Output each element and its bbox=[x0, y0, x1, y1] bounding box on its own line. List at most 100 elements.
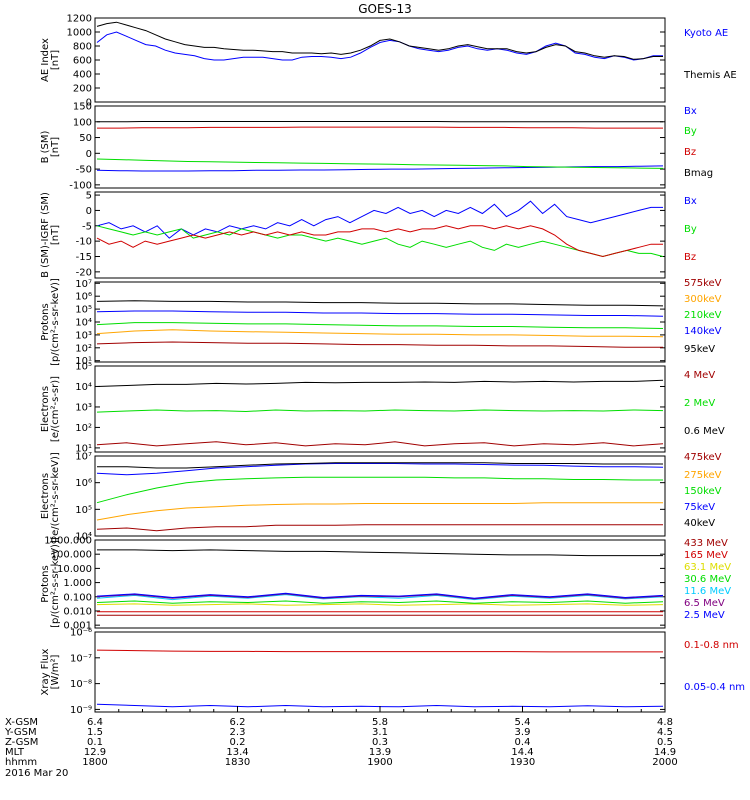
x-row-value: 1830 bbox=[225, 757, 250, 768]
x-row-value: 6.2 bbox=[230, 717, 246, 728]
y-axis-label: AE Index bbox=[40, 38, 51, 82]
series-line-kyoto-ae bbox=[96, 31, 663, 61]
y-tick-label: 0.001 bbox=[63, 621, 92, 632]
y-axis-label: B (SM) bbox=[40, 130, 51, 163]
panel-ae: 1200 1000 800 600 400 200 0 AE Index [nT] Kyoto A… bbox=[40, 14, 737, 109]
x-row-value: 0.3 bbox=[372, 737, 388, 748]
series-line-2-5-mev bbox=[96, 592, 664, 599]
y-tick-label: 100.000 bbox=[51, 550, 92, 561]
y-tick-label: 10⁴ bbox=[75, 382, 92, 393]
y-axis-label: Protons bbox=[40, 303, 51, 340]
x-row-value: 1900 bbox=[367, 757, 392, 768]
legend-label: 275keV bbox=[684, 470, 722, 481]
y-axis-label: [e/(cm²-s-sr)] bbox=[50, 376, 61, 442]
y-tick-label: -10 bbox=[76, 237, 92, 248]
panel-frame bbox=[94, 191, 666, 279]
legend-label: Bz bbox=[684, 252, 696, 263]
legend-label: Kyoto AE bbox=[684, 28, 728, 39]
series-line-210kev bbox=[96, 322, 664, 329]
series-line-140kev bbox=[96, 310, 664, 317]
panel-protons2: 1000.000 100.000 10.000 1.000 0.100 0.010 0.00… bbox=[40, 536, 731, 632]
legend-label: By bbox=[684, 126, 697, 137]
legend-label: 4 MeV bbox=[684, 370, 715, 381]
series-line-40kev bbox=[97, 462, 663, 469]
y-tick-label: -50 bbox=[76, 165, 92, 176]
series-line-63-1-mev bbox=[96, 603, 664, 606]
panel-b: 150 100 50 0 -50 -100 B (SM) [nT] Bx By Bz Bmag bbox=[40, 102, 713, 192]
y-tick-label: 1200 bbox=[67, 14, 92, 25]
x-row-value: 14.4 bbox=[511, 747, 533, 758]
y-tick-label: 10⁶ bbox=[75, 292, 92, 303]
x-row-value: 1.5 bbox=[87, 727, 103, 738]
y-tick-label: 10⁵ bbox=[75, 505, 92, 516]
y-tick-label: 200 bbox=[73, 84, 92, 95]
y-tick-label: 150 bbox=[73, 102, 92, 113]
y-tick-label: 1.000 bbox=[63, 578, 92, 589]
series-line-4-mev bbox=[96, 441, 664, 447]
series-line-30-6-mev bbox=[96, 600, 664, 604]
legend-label: 2 MeV bbox=[684, 398, 715, 409]
y-axis-label: [nT] bbox=[50, 137, 61, 157]
series-line-bx bbox=[96, 200, 663, 239]
y-tick-label: 600 bbox=[73, 56, 92, 67]
chart-title: GOES-13 bbox=[358, 2, 412, 16]
legend-label: 6.5 MeV bbox=[684, 598, 725, 609]
x-row-value: 1800 bbox=[82, 757, 107, 768]
y-tick-label: 10¹ bbox=[75, 443, 92, 454]
legend-label: 150keV bbox=[684, 486, 722, 497]
series-line-6-5-mev bbox=[96, 593, 664, 600]
x-row-value: 6.4 bbox=[87, 717, 103, 728]
x-row-value: 12.9 bbox=[84, 747, 106, 758]
y-axis-label: [W/m²] bbox=[50, 654, 61, 689]
y-tick-label: 0 bbox=[86, 149, 92, 160]
x-row-value: 2000 bbox=[652, 757, 677, 768]
y-tick-label: 10.000 bbox=[57, 564, 92, 575]
x-row-label: MLT bbox=[5, 747, 25, 758]
legend-label: 0.6 MeV bbox=[684, 426, 725, 437]
series-line-300kev bbox=[96, 329, 664, 338]
x-row-value: 14.9 bbox=[654, 747, 676, 758]
series-line-0-6-mev bbox=[96, 379, 664, 387]
panel-electrons1: 10⁵ 10⁴ 10³ 10² 10¹ Electrons [e/(cm²-s-sr)] 4 … bbox=[40, 362, 725, 455]
x-row-value: 0.1 bbox=[87, 737, 103, 748]
x-row-value: 13.4 bbox=[226, 747, 248, 758]
legend-label: Bmag bbox=[684, 168, 713, 179]
legend-label: 433 MeV bbox=[684, 538, 728, 549]
y-tick-label: 10⁷ bbox=[75, 452, 92, 463]
panel-frame bbox=[94, 281, 666, 363]
y-tick-label: 100 bbox=[73, 117, 92, 128]
y-axis-label: Electrons bbox=[40, 473, 51, 519]
legend-label: 30.6 MeV bbox=[684, 574, 731, 585]
legend-label: Themis AE bbox=[683, 70, 737, 81]
y-tick-label: 10⁷ bbox=[75, 279, 92, 290]
x-row-value: 3.9 bbox=[515, 727, 531, 738]
legend-label: 140keV bbox=[684, 326, 722, 337]
series-line-150kev bbox=[96, 476, 663, 504]
series-line-bz bbox=[97, 126, 663, 129]
y-tick-label: 10⁻⁶ bbox=[70, 628, 92, 639]
y-tick-label: 10⁶ bbox=[75, 478, 92, 489]
legend-label: 210keV bbox=[684, 310, 722, 321]
y-tick-label: 10⁴ bbox=[75, 318, 92, 329]
series-line-0-1-0-8-nm bbox=[96, 649, 663, 653]
legend-label: 75keV bbox=[684, 502, 715, 513]
y-tick-label: 1000.000 bbox=[44, 536, 92, 547]
series-line-black bbox=[97, 549, 663, 557]
y-tick-label: 10⁵ bbox=[75, 362, 92, 373]
series-line-bx bbox=[96, 165, 664, 172]
legend-label: Bx bbox=[684, 106, 697, 117]
legend-label: 0.05-0.4 nm bbox=[684, 682, 745, 693]
x-row-value: 0.2 bbox=[230, 737, 246, 748]
y-tick-label: 10¹ bbox=[75, 356, 92, 367]
y-tick-label: 400 bbox=[73, 70, 92, 81]
series-line-475kev bbox=[96, 524, 663, 532]
series-line-themis-ae bbox=[96, 21, 663, 60]
x-row-label: Y-GSM bbox=[4, 727, 37, 738]
panel-frame bbox=[94, 365, 666, 453]
panel-electrons2: 10⁷ 10⁶ 10⁵ 10⁴ Electrons [e/(cm²-s-sr-keV)] 4… bbox=[40, 452, 722, 543]
x-row-label: hhmm bbox=[5, 757, 37, 768]
x-axis-labels: X-GSM 6.4 6.2 5.8 5.4 4.8 Y-GSM 1.5 2.3 3.1 3.9 4.5… bbox=[4, 706, 678, 779]
series-line-275kev bbox=[96, 502, 663, 521]
